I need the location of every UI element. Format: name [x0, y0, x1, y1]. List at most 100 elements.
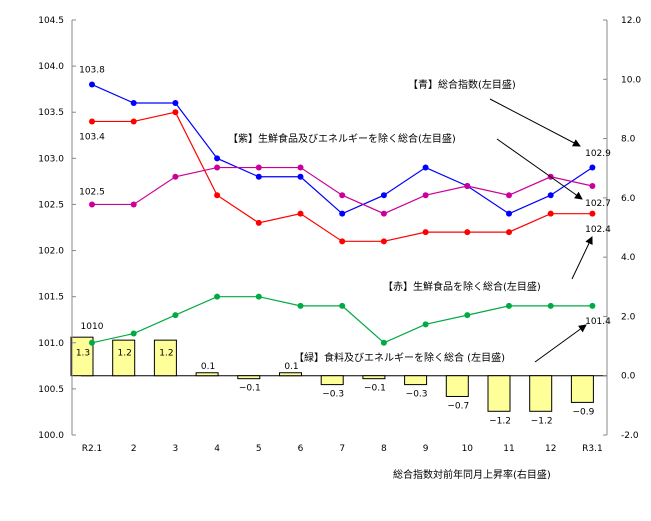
bar-value-label: 0.1 [201, 362, 215, 372]
annotation-text: 【緑】食料及びエネルギーを除く総合 (左目盛) [294, 351, 505, 364]
line-series-1 [89, 109, 596, 245]
line-series-0 [89, 81, 596, 217]
data-point [297, 302, 304, 309]
data-point [172, 173, 179, 180]
x-axis-category-label: R2.1 [82, 444, 103, 454]
data-point [464, 183, 471, 189]
line-series-3 [89, 293, 596, 346]
data-point [214, 155, 221, 162]
bar [570, 375, 594, 403]
data-point [130, 100, 137, 106]
series-last-value-label: 102.4 [585, 225, 611, 235]
bar-series-yoy-rate [70, 336, 608, 412]
data-point [589, 302, 596, 309]
data-point [422, 229, 429, 236]
bar-value-label: −0.1 [364, 384, 386, 394]
series-last-value-label: 101.4 [585, 317, 611, 327]
left-axis-tick-label: 102.0 [38, 247, 64, 257]
bar [362, 375, 386, 380]
bar [320, 375, 344, 386]
data-point [255, 219, 262, 226]
right-axis-tick-label: 4.0 [621, 253, 636, 263]
data-point [89, 339, 95, 346]
bar-value-label: −0.3 [322, 390, 344, 400]
bar-value-label: 0.1 [284, 362, 298, 372]
data-point [130, 118, 137, 125]
left-axis-tick-label: 100.5 [38, 385, 64, 395]
data-point [506, 302, 512, 309]
annotation-arrow [534, 324, 587, 363]
x-axis-category-label: 2 [131, 444, 137, 454]
annotation-arrow [496, 138, 583, 200]
x-axis-category-label: 11 [503, 444, 514, 454]
data-point [380, 192, 387, 199]
data-point [464, 229, 471, 236]
data-point [589, 183, 596, 189]
bar [487, 375, 511, 412]
bar [237, 375, 261, 380]
data-point [89, 118, 95, 125]
series-first-value-label: 1010 [81, 322, 104, 332]
data-point [464, 312, 471, 319]
right-axis-tick-label: 2.0 [621, 312, 636, 322]
data-point [422, 192, 429, 199]
bar [279, 372, 302, 377]
data-point [255, 293, 262, 300]
bar [70, 336, 94, 377]
annotation-arrow [489, 98, 581, 147]
left-axis-tick-label: 101.5 [38, 293, 64, 303]
series-line [92, 166, 593, 215]
left-axis-tick-label: 103.0 [38, 154, 64, 164]
annotation-text: 【青】総合指数(左目盛) [408, 78, 516, 91]
right-axis-tick-label: 8.0 [621, 135, 636, 145]
data-point [297, 164, 304, 171]
data-point [506, 192, 512, 199]
x-axis-category-label: 3 [173, 444, 179, 454]
bar-value-label: −1.2 [489, 416, 511, 426]
left-axis-tick-label: 103.5 [38, 108, 64, 118]
right-axis-tick-label: 0.0 [621, 372, 636, 382]
right-axis-tick-label: 6.0 [621, 194, 636, 204]
data-point [506, 229, 512, 236]
left-axis-tick-label: 101.0 [38, 339, 64, 349]
annotation-text: 【赤】生鮮食品を除く総合(左目盛) [383, 280, 541, 293]
series-first-value-label: 102.5 [79, 187, 105, 197]
data-point [89, 81, 95, 88]
series-first-value-label: 103.4 [79, 132, 105, 142]
bar [195, 372, 219, 377]
data-point [380, 339, 387, 346]
x-axis-category-label: 5 [256, 444, 262, 454]
series-last-value-label: 102.9 [585, 149, 611, 159]
x-axis-category-label: 7 [339, 444, 345, 454]
left-axis-tick-label: 102.5 [38, 200, 64, 210]
data-labels: 1.3 1.2 1.2 0.1 −0.1 0.1 −0.3 −0.1 −0.3 −0.7 −1.2 −… [76, 66, 611, 427]
data-point [339, 238, 346, 245]
data-point [547, 192, 554, 199]
line-series-group [89, 81, 596, 346]
data-point [547, 210, 554, 217]
data-point [422, 321, 429, 328]
x-axis-category-label: 4 [214, 444, 220, 454]
data-point [339, 302, 346, 309]
x-axis-category-label: 12 [545, 444, 556, 454]
left-axis-tick-label: 104.0 [38, 62, 64, 72]
data-point [130, 330, 137, 337]
x-axis-category-label: 10 [462, 444, 474, 454]
annotations: 【青】総合指数(左目盛) 【紫】生鮮食品及びエネルギーを除く総合(左目盛) 【赤】生… [228, 78, 593, 481]
bar [153, 339, 177, 377]
data-point [255, 173, 262, 180]
bar-value-label: −0.9 [572, 407, 594, 417]
data-point [339, 210, 346, 217]
data-point [589, 210, 596, 217]
bar [445, 375, 469, 397]
annotation-text: 総合指数対前年同月上昇率(右目盛) [393, 468, 551, 481]
series-line [92, 111, 593, 242]
data-point [214, 192, 221, 199]
data-point [339, 192, 346, 199]
bar-value-label: −0.7 [447, 401, 469, 411]
data-point [172, 100, 179, 106]
data-point [380, 238, 387, 245]
data-point [255, 164, 262, 171]
bar [529, 375, 553, 412]
